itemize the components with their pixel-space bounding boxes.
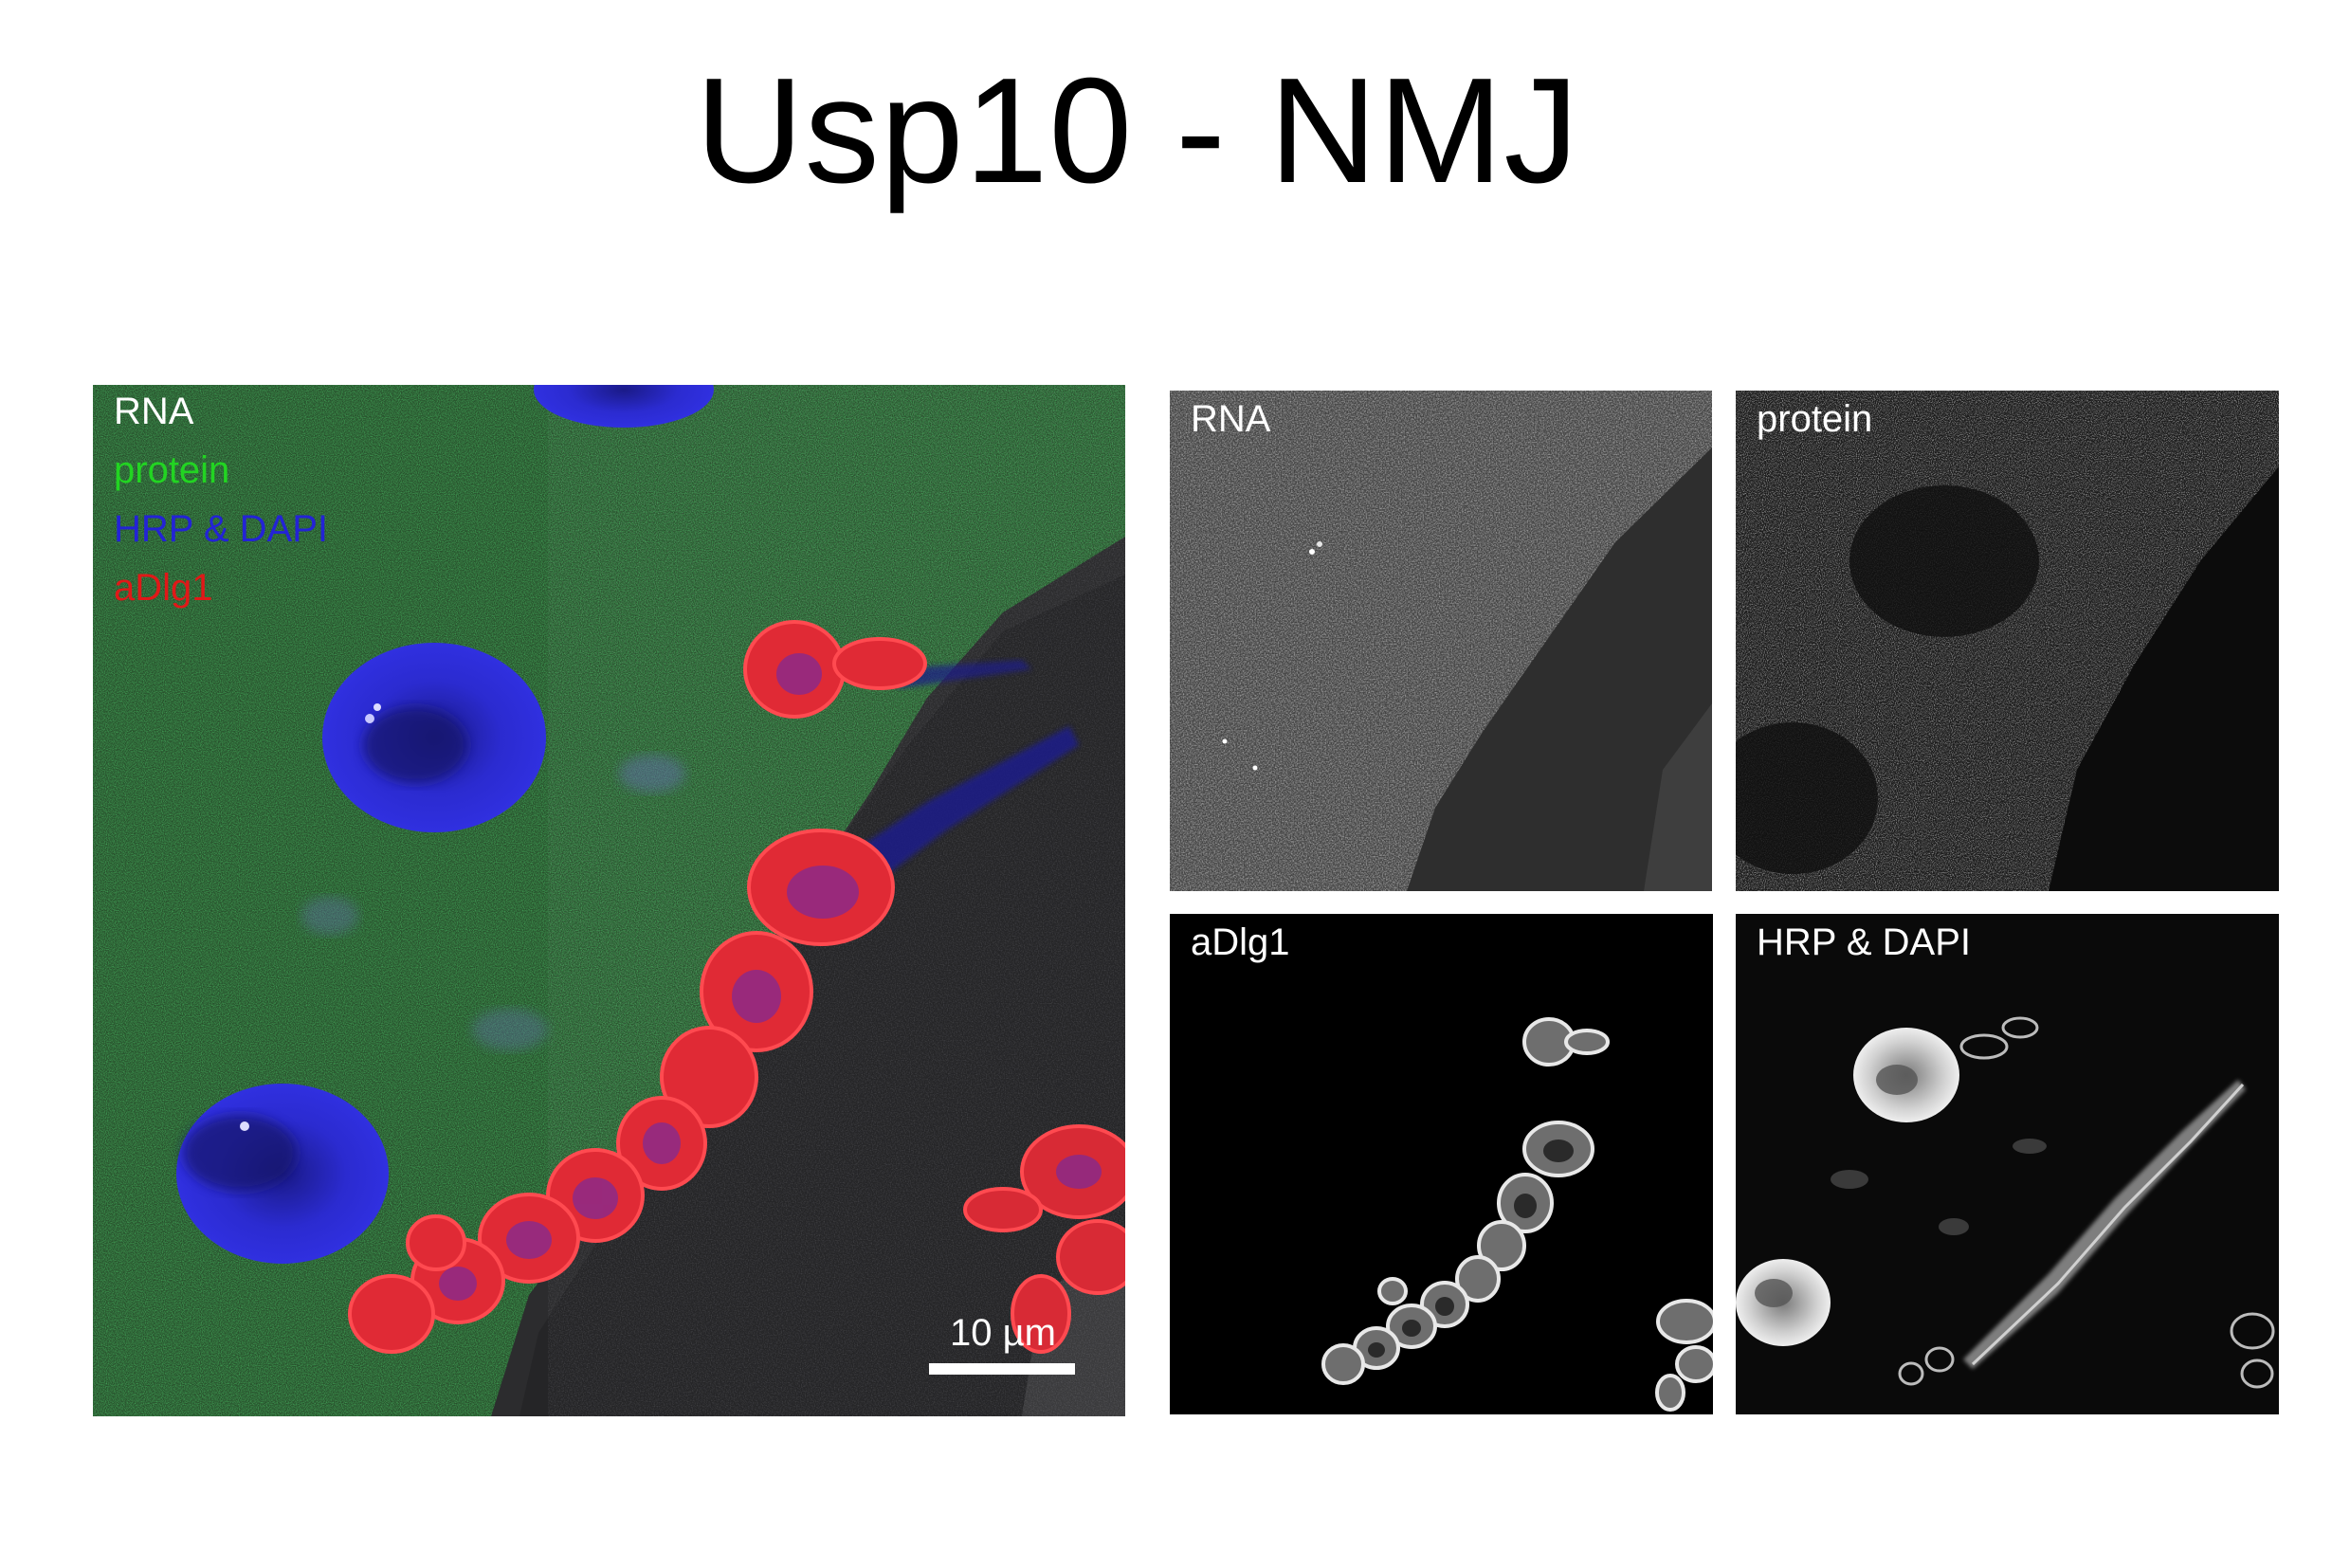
protein-channel-label: protein bbox=[1757, 398, 1873, 440]
scale-bar-label: 10 µm bbox=[950, 1312, 1056, 1354]
adlg1-channel-panel: aDlg1 bbox=[1170, 914, 1713, 1414]
merged-image bbox=[93, 385, 1125, 1416]
hrp-dapi-channel-image bbox=[1736, 914, 2279, 1414]
merged-micrograph: RNA protein HRP & DAPI aDlg1 10 µm bbox=[93, 385, 1125, 1416]
legend-adlg1: aDlg1 bbox=[114, 567, 213, 609]
scale-bar bbox=[929, 1363, 1075, 1375]
legend-hrp-dapi: HRP & DAPI bbox=[114, 508, 328, 550]
rna-channel-label: RNA bbox=[1191, 398, 1271, 440]
figure-title: Usp10 - NMJ bbox=[695, 47, 1580, 214]
hrp-dapi-channel-label: HRP & DAPI bbox=[1757, 921, 1971, 963]
adlg1-channel-label: aDlg1 bbox=[1191, 921, 1290, 963]
adlg1-channel-image bbox=[1170, 914, 1713, 1414]
rna-channel-panel: RNA bbox=[1170, 391, 1712, 891]
legend-rna: RNA bbox=[114, 391, 194, 432]
rna-channel-image bbox=[1170, 391, 1712, 891]
legend-protein: protein bbox=[114, 449, 230, 491]
protein-channel-image bbox=[1736, 391, 2279, 891]
hrp-dapi-channel-panel: HRP & DAPI bbox=[1736, 914, 2279, 1414]
protein-channel-panel: protein bbox=[1736, 391, 2279, 891]
